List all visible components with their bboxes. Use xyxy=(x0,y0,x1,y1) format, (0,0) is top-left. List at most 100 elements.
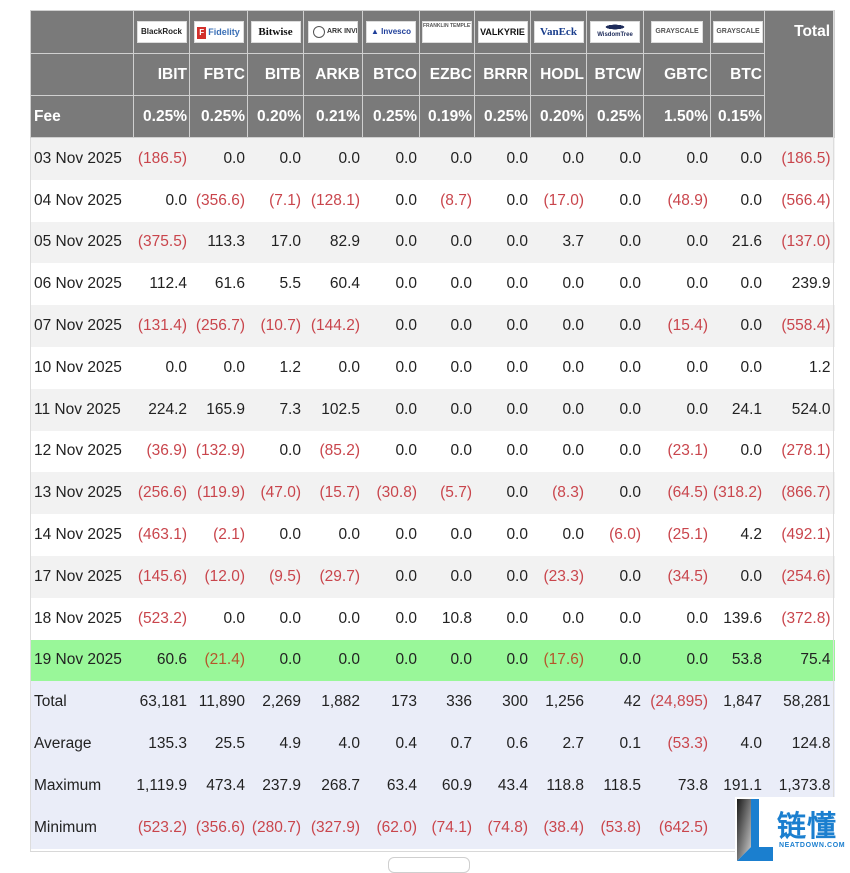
summary-value-cell: 1,119.9 xyxy=(133,764,190,807)
flow-value-cell: 0.0 xyxy=(643,263,711,306)
flow-value-cell: 60.4 xyxy=(303,263,363,306)
flow-value-cell: 0.0 xyxy=(474,305,531,347)
watermark-logo: 链懂 NEATDOWN.COM xyxy=(735,797,850,864)
summary-value-cell: (280.7) xyxy=(247,806,304,849)
issuer-logo-cell: WisdomTree xyxy=(586,10,644,54)
flow-value-cell: (12.0) xyxy=(189,555,248,598)
flow-value-cell: (7.1) xyxy=(247,179,304,222)
row-total-cell: 75.4 xyxy=(764,639,835,682)
flow-value-cell: 0.0 xyxy=(474,137,531,180)
summary-value-cell: 118.8 xyxy=(530,764,587,807)
flow-value-cell: 1.2 xyxy=(247,346,304,389)
ticker-row: IBIT FBTC BITB ARKB BTCO EZBC BRRR HODL … xyxy=(30,53,835,96)
summary-value-cell: 60.9 xyxy=(419,764,475,807)
table-left-border xyxy=(30,138,31,852)
fee-value: 0.20% xyxy=(247,95,304,138)
table-row: 03 Nov 2025 (186.5) 0.0 0.0 0.0 0.0 0.0 0.0 0.0 0… xyxy=(30,137,835,180)
flow-value-cell: 0.0 xyxy=(710,346,765,389)
flow-value-cell: (318.2) xyxy=(710,472,765,515)
summary-value-cell: (642.5) xyxy=(643,806,711,849)
flow-value-cell: (9.5) xyxy=(247,555,304,598)
flow-value-cell: 0.0 xyxy=(362,555,420,598)
flow-value-cell: 0.0 xyxy=(419,388,475,431)
flow-value-cell: 0.0 xyxy=(362,137,420,180)
row-total-cell: (186.5) xyxy=(764,137,835,180)
summary-value-cell: 237.9 xyxy=(247,764,304,807)
fee-value: 0.25% xyxy=(189,95,248,138)
summary-value-cell: (74.8) xyxy=(474,806,531,849)
summary-value-cell: 11,890 xyxy=(189,681,248,724)
summary-value-cell: (74.1) xyxy=(419,806,475,849)
flow-value-cell: 0.0 xyxy=(586,555,644,598)
flow-value-cell: 0.0 xyxy=(303,597,363,640)
issuer-logo-cell: FRANKLIN TEMPLETON xyxy=(419,10,475,54)
issuer-logo-cell: GRAYSCALE xyxy=(643,10,711,54)
row-total-cell: (566.4) xyxy=(764,179,835,222)
flow-value-cell: 0.0 xyxy=(303,346,363,389)
issuer-logo-cell: VALKYRIE xyxy=(474,10,531,54)
ticker-header: BTCW xyxy=(586,53,644,96)
flow-value-cell: 0.0 xyxy=(474,597,531,640)
flow-value-cell: (47.0) xyxy=(247,472,304,515)
flow-value-cell: 0.0 xyxy=(419,430,475,473)
flow-value-cell: 53.8 xyxy=(710,639,765,682)
flow-value-cell: 139.6 xyxy=(710,597,765,640)
date-cell: 12 Nov 2025 xyxy=(30,430,134,473)
fee-value: 0.19% xyxy=(419,95,475,138)
summary-value-cell: (523.2) xyxy=(133,806,190,849)
flow-value-cell: 0.0 xyxy=(586,472,644,515)
flow-value-cell: (119.9) xyxy=(189,472,248,515)
summary-value-cell: (38.4) xyxy=(530,806,587,849)
ticker-header: FBTC xyxy=(189,53,248,96)
flow-value-cell: (21.4) xyxy=(189,639,248,682)
flow-value-cell: 0.0 xyxy=(362,430,420,473)
flow-value-cell: (29.7) xyxy=(303,555,363,598)
summary-value-cell: (53.3) xyxy=(643,723,711,765)
flow-value-cell: (356.6) xyxy=(189,179,248,222)
flow-value-cell: 0.0 xyxy=(362,514,420,556)
flow-value-cell: 0.0 xyxy=(419,555,475,598)
table-row: 04 Nov 2025 0.0 (356.6) (7.1) (128.1) 0.0 (8.7… xyxy=(30,179,835,222)
table-row: 11 Nov 2025 224.2 165.9 7.3 102.5 0.0 0.0 0.0 0.… xyxy=(30,388,835,431)
flow-value-cell: (256.7) xyxy=(189,305,248,347)
flow-value-cell: 0.0 xyxy=(586,639,644,682)
summary-row-maximum: Maximum 1,119.9 473.4 237.9 268.7 63.4 60.9 43.… xyxy=(30,764,835,807)
summary-value-cell: 4.0 xyxy=(710,723,765,765)
bitwise-logo-icon: Bitwise xyxy=(250,21,301,43)
flow-value-cell: (145.6) xyxy=(133,555,190,598)
table-row: 14 Nov 2025 (463.1) (2.1) 0.0 0.0 0.0 0.0 0.0 0.… xyxy=(30,514,835,556)
flow-value-cell: 224.2 xyxy=(133,388,190,431)
flow-value-cell: 0.0 xyxy=(710,555,765,598)
flow-value-cell: (36.9) xyxy=(133,430,190,473)
issuer-logo-cell: Bitwise xyxy=(247,10,304,54)
summary-value-cell: 268.7 xyxy=(303,764,363,807)
flow-value-cell: 0.0 xyxy=(586,388,644,431)
flow-value-cell: 0.0 xyxy=(643,388,711,431)
flow-value-cell: (128.1) xyxy=(303,179,363,222)
table-right-border xyxy=(833,10,834,852)
flow-value-cell: (15.7) xyxy=(303,472,363,515)
flow-value-cell: 7.3 xyxy=(247,388,304,431)
flow-value-cell: 0.0 xyxy=(643,137,711,180)
issuer-logo-cell: ▲ Invesco xyxy=(362,10,420,54)
fee-value: 0.25% xyxy=(362,95,420,138)
flow-value-cell: (186.5) xyxy=(133,137,190,180)
flow-value-cell: 0.0 xyxy=(189,346,248,389)
summary-value-cell: (53.8) xyxy=(586,806,644,849)
flow-value-cell: 0.0 xyxy=(362,639,420,682)
flow-value-cell: (144.2) xyxy=(303,305,363,347)
summary-value-cell: 0.1 xyxy=(586,723,644,765)
pagination-button[interactable] xyxy=(388,857,470,873)
flow-value-cell: 0.0 xyxy=(586,221,644,264)
flow-value-cell: 0.0 xyxy=(474,514,531,556)
flow-value-cell: 0.0 xyxy=(474,179,531,222)
neatdown-l-logo-icon xyxy=(737,799,773,861)
flow-value-cell: 0.0 xyxy=(474,555,531,598)
flow-value-cell: 0.0 xyxy=(247,597,304,640)
row-total-cell: 239.9 xyxy=(764,263,835,306)
date-cell: 06 Nov 2025 xyxy=(30,263,134,306)
issuer-logo-cell: VanEck xyxy=(530,10,587,54)
ticker-header: IBIT xyxy=(133,53,190,96)
flow-value-cell: (131.4) xyxy=(133,305,190,347)
flow-value-cell: 0.0 xyxy=(362,221,420,264)
